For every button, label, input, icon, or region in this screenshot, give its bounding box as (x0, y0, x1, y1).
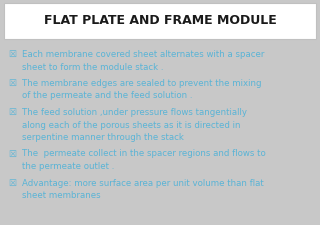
Text: The feed solution ,under pressure flows tangentially: The feed solution ,under pressure flows … (22, 108, 247, 117)
Text: the permeate outlet .: the permeate outlet . (22, 162, 114, 171)
Text: ☒: ☒ (8, 50, 16, 59)
Text: ☒: ☒ (8, 79, 16, 88)
Text: sheet to form the module stack .: sheet to form the module stack . (22, 63, 164, 72)
Text: The membrane edges are sealed to prevent the mixing: The membrane edges are sealed to prevent… (22, 79, 261, 88)
Text: along each of the porous sheets as it is directed in: along each of the porous sheets as it is… (22, 121, 241, 130)
Text: Advantage: more surface area per unit volume than flat: Advantage: more surface area per unit vo… (22, 178, 264, 187)
Text: ☒: ☒ (8, 178, 16, 187)
Text: of the permeate and the feed solution .: of the permeate and the feed solution . (22, 92, 193, 101)
Text: FLAT PLATE AND FRAME MODULE: FLAT PLATE AND FRAME MODULE (44, 14, 276, 27)
Text: ☒: ☒ (8, 108, 16, 117)
Text: Each membrane covered sheet alternates with a spacer: Each membrane covered sheet alternates w… (22, 50, 264, 59)
Text: sheet membranes: sheet membranes (22, 191, 100, 200)
Text: serpentine manner through the stack: serpentine manner through the stack (22, 133, 184, 142)
Text: The  permeate collect in the spacer regions and flows to: The permeate collect in the spacer regio… (22, 149, 266, 158)
Text: ☒: ☒ (8, 149, 16, 158)
FancyBboxPatch shape (4, 3, 316, 39)
